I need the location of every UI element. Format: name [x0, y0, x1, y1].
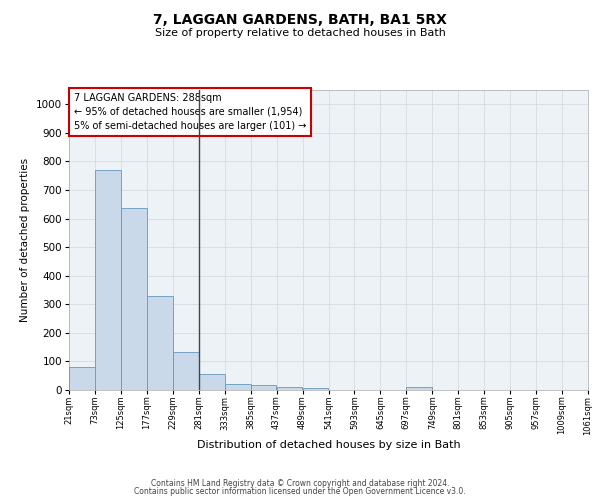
Text: 7, LAGGAN GARDENS, BATH, BA1 5RX: 7, LAGGAN GARDENS, BATH, BA1 5RX	[153, 12, 447, 26]
Text: Contains public sector information licensed under the Open Government Licence v3: Contains public sector information licen…	[134, 487, 466, 496]
Bar	[121, 208, 147, 390]
Bar	[225, 384, 251, 390]
Bar	[95, 170, 121, 390]
Bar	[302, 388, 328, 390]
Bar	[199, 374, 224, 390]
Text: 7 LAGGAN GARDENS: 288sqm
← 95% of detached houses are smaller (1,954)
5% of semi: 7 LAGGAN GARDENS: 288sqm ← 95% of detach…	[74, 93, 307, 131]
Bar	[406, 387, 432, 390]
Y-axis label: Number of detached properties: Number of detached properties	[20, 158, 31, 322]
Bar	[147, 296, 173, 390]
Text: Size of property relative to detached houses in Bath: Size of property relative to detached ho…	[155, 28, 445, 38]
X-axis label: Distribution of detached houses by size in Bath: Distribution of detached houses by size …	[197, 440, 460, 450]
Bar	[277, 386, 302, 390]
Bar	[69, 366, 95, 390]
Bar	[173, 352, 199, 390]
Text: Contains HM Land Registry data © Crown copyright and database right 2024.: Contains HM Land Registry data © Crown c…	[151, 478, 449, 488]
Bar	[251, 385, 277, 390]
